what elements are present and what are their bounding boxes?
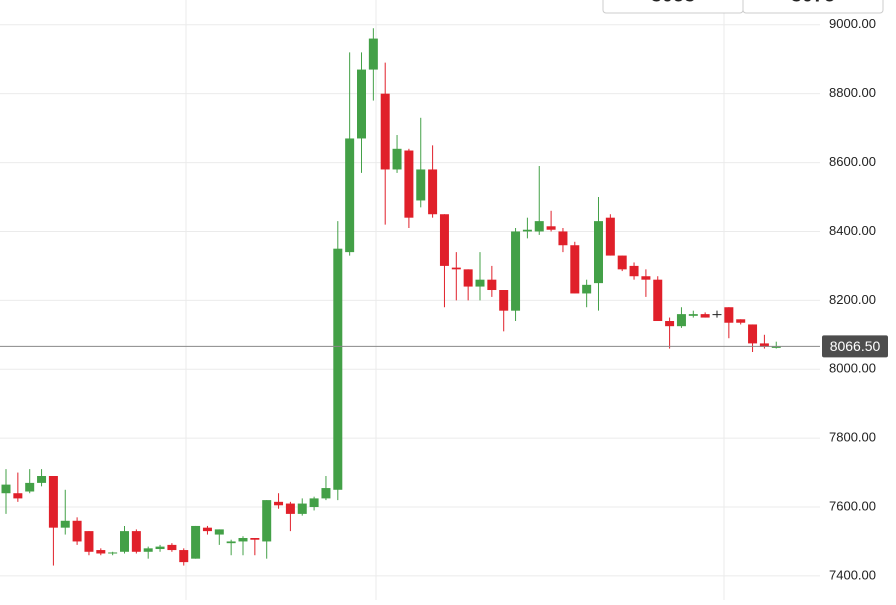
header-box: [602, 0, 744, 14]
candle-body: [226, 541, 236, 544]
candle-body: [143, 548, 153, 552]
candle-body: [345, 138, 355, 253]
candle-body: [617, 255, 627, 270]
candle-body: [72, 520, 82, 542]
candle-body: [285, 503, 295, 514]
candle-body: [368, 38, 378, 70]
candle-body: [451, 267, 461, 270]
y-tick-label: 9000.00: [829, 16, 876, 31]
y-tick-label: 8600.00: [829, 154, 876, 169]
candle-body: [262, 500, 272, 542]
candle-body: [84, 531, 94, 552]
candle-body: [558, 231, 568, 246]
candle-body: [416, 169, 426, 201]
candle-body: [25, 482, 35, 492]
candle-body: [712, 314, 722, 316]
candle-body: [120, 531, 129, 552]
candle-body: [309, 498, 319, 508]
candle-body: [439, 214, 449, 266]
candle-body: [214, 529, 224, 535]
candle-body: [748, 324, 758, 344]
y-tick-label: 8400.00: [829, 223, 876, 238]
candle-body: [179, 550, 189, 563]
y-tick-label: 8800.00: [829, 85, 876, 100]
candle-body: [653, 279, 663, 322]
candle-body: [475, 279, 485, 287]
candle-body: [641, 276, 651, 280]
candle-body: [250, 538, 260, 540]
header-value: 8058: [651, 0, 696, 6]
candle-body: [736, 319, 746, 323]
candle-body: [688, 314, 698, 316]
y-tick-label: 8000.00: [829, 361, 876, 376]
candle-body: [392, 148, 402, 170]
candle-body: [13, 493, 23, 499]
candle-body: [108, 552, 118, 554]
candle-body: [629, 265, 639, 277]
candle-body: [404, 150, 414, 218]
y-tick-label: 7400.00: [829, 567, 876, 582]
candle-body: [1, 484, 11, 494]
y-tick-label: 7600.00: [829, 498, 876, 513]
candle-body: [546, 226, 556, 230]
candle-body: [380, 93, 390, 170]
candle-body: [511, 231, 521, 311]
candle-body: [191, 525, 201, 559]
header-box: [742, 0, 884, 14]
candle-body: [48, 476, 58, 528]
candle-body: [321, 488, 331, 499]
candle-body: [487, 279, 497, 291]
candle-body: [605, 217, 615, 256]
candle-body: [274, 501, 284, 506]
last-price-label: 8066.50: [830, 338, 881, 354]
candle-body: [238, 538, 248, 542]
last-price-box: [822, 335, 888, 358]
candle-body: [665, 321, 675, 327]
candle-body: [202, 527, 212, 532]
candle-body: [700, 314, 710, 318]
candle-body: [771, 346, 781, 348]
candle-body: [155, 546, 165, 550]
y-tick-label: 7800.00: [829, 430, 876, 445]
candle-body: [499, 290, 509, 311]
candle-body: [60, 520, 70, 528]
header-value: 8075: [791, 0, 836, 6]
candle-body: [724, 307, 734, 323]
candle-body: [131, 531, 141, 552]
candle-body: [167, 544, 177, 551]
candle-body: [333, 248, 343, 490]
candle-body: [522, 229, 532, 232]
candle-body: [676, 314, 686, 327]
candle-body: [357, 69, 366, 139]
candle-body: [759, 343, 769, 347]
candle-body: [96, 550, 106, 554]
candle-body: [428, 169, 438, 215]
candle-body: [582, 284, 592, 294]
candle-body: [534, 221, 544, 232]
y-tick-label: 8200.00: [829, 292, 876, 307]
candle-body: [594, 221, 603, 284]
candle-body: [463, 269, 473, 287]
candle-body: [297, 503, 307, 514]
candle-body: [37, 476, 47, 483]
candle-body: [570, 245, 580, 294]
